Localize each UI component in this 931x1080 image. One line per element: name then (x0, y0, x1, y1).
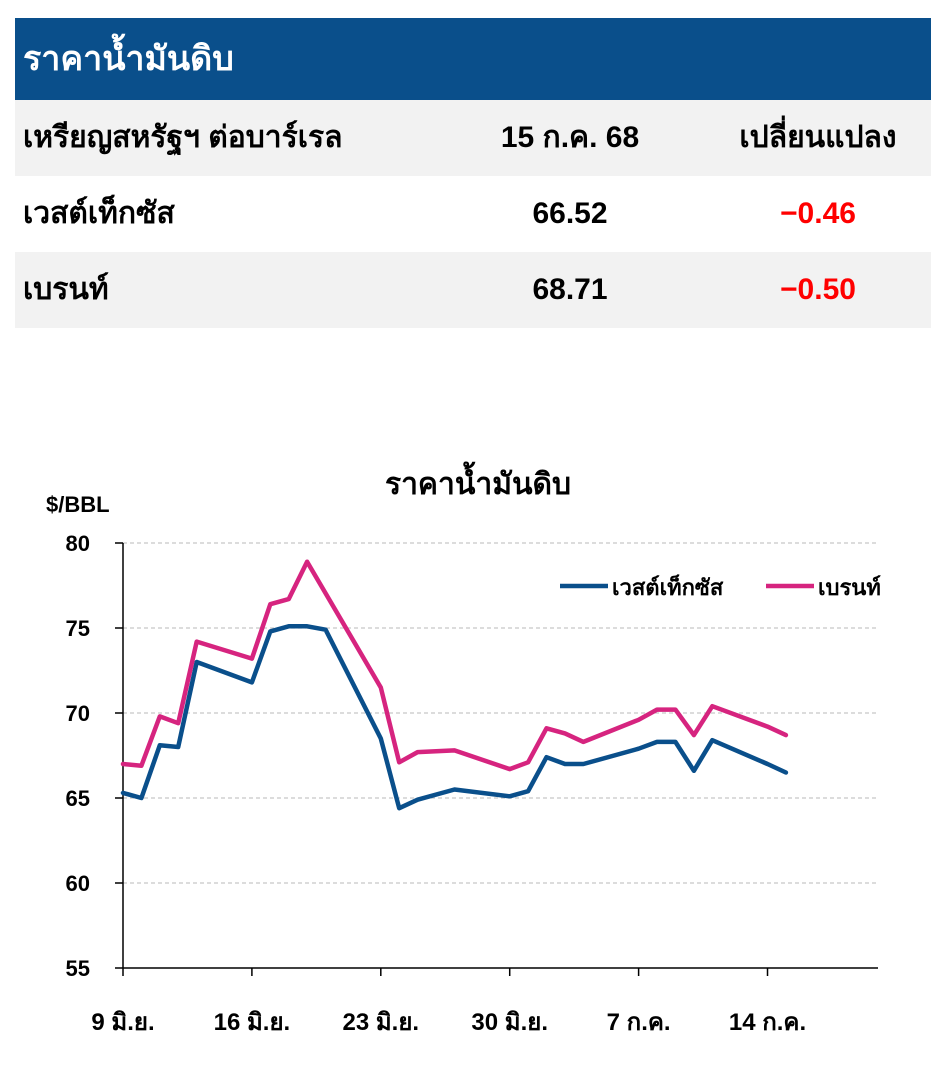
price-table: ราคาน้ำมันดิบ เหรียญสหรัฐฯ ต่อบาร์เรล 15… (15, 18, 931, 328)
table-header-row: เหรียญสหรัฐฯ ต่อบาร์เรล 15 ก.ค. 68 เปลี่… (15, 100, 931, 176)
header-date: 15 ก.ค. 68 (500, 121, 640, 154)
x-tick-label: 7 ก.ค. (607, 1009, 671, 1036)
legend: เวสต์เท็กซัส เบรนท์ (560, 573, 881, 600)
y-tick-label: 80 (66, 531, 90, 556)
x-tick-label: 16 มิ.ย. (214, 1009, 291, 1036)
grid-lines (123, 542, 878, 884)
y-tick-labels: 55 60 65 70 75 80 (66, 531, 90, 981)
series-lines (120, 559, 789, 811)
table-title: ราคาน้ำมันดิบ (15, 18, 931, 100)
y-tick-label: 55 (66, 956, 90, 981)
row-name: เบรนท์ (23, 273, 109, 306)
row-name: เวสต์เท็กซัส (23, 197, 175, 230)
row-change: −0.50 (780, 273, 856, 306)
chart-title: ราคาน้ำมันดิบ (385, 461, 571, 501)
x-tick-label: 14 ก.ค. (729, 1009, 806, 1036)
table-row-wti: เวสต์เท็กซัส 66.52 −0.46 (15, 176, 931, 252)
legend-label: เวสต์เท็กซัส (612, 573, 724, 600)
legend-label: เบรนท์ (818, 575, 881, 600)
row-price: 66.52 (532, 197, 608, 230)
row-price: 68.71 (532, 273, 608, 306)
x-tick-label: 9 มิ.ย. (91, 1009, 154, 1036)
header-change: เปลี่ยนแปลง (739, 121, 897, 154)
y-tick-label: 60 (66, 871, 90, 896)
row-change: −0.46 (780, 197, 856, 230)
y-axis-unit: $/BBL (46, 492, 110, 517)
x-tick-label: 30 มิ.ย. (471, 1009, 548, 1036)
series-line-1 (120, 624, 789, 811)
x-tick-labels: 9 มิ.ย. 16 มิ.ย. 23 มิ.ย. 30 มิ.ย. 7 ก.ค. 14 … (91, 1009, 806, 1036)
oil-price-chart: ราคาน้ำมันดิบ $/BBL 55 60 65 70 75 80 9 มิ.ย.… (46, 461, 881, 1036)
y-tick-label: 65 (66, 786, 90, 811)
y-tick-label: 70 (66, 701, 90, 726)
x-tick-label: 23 มิ.ย. (343, 1009, 420, 1036)
axes (115, 542, 878, 976)
table-row-brent: เบรนท์ 68.71 −0.50 (15, 252, 931, 328)
series-line-2 (120, 559, 789, 772)
y-tick-label: 75 (66, 616, 90, 641)
header-unit: เหรียญสหรัฐฯ ต่อบาร์เรล (23, 121, 343, 154)
